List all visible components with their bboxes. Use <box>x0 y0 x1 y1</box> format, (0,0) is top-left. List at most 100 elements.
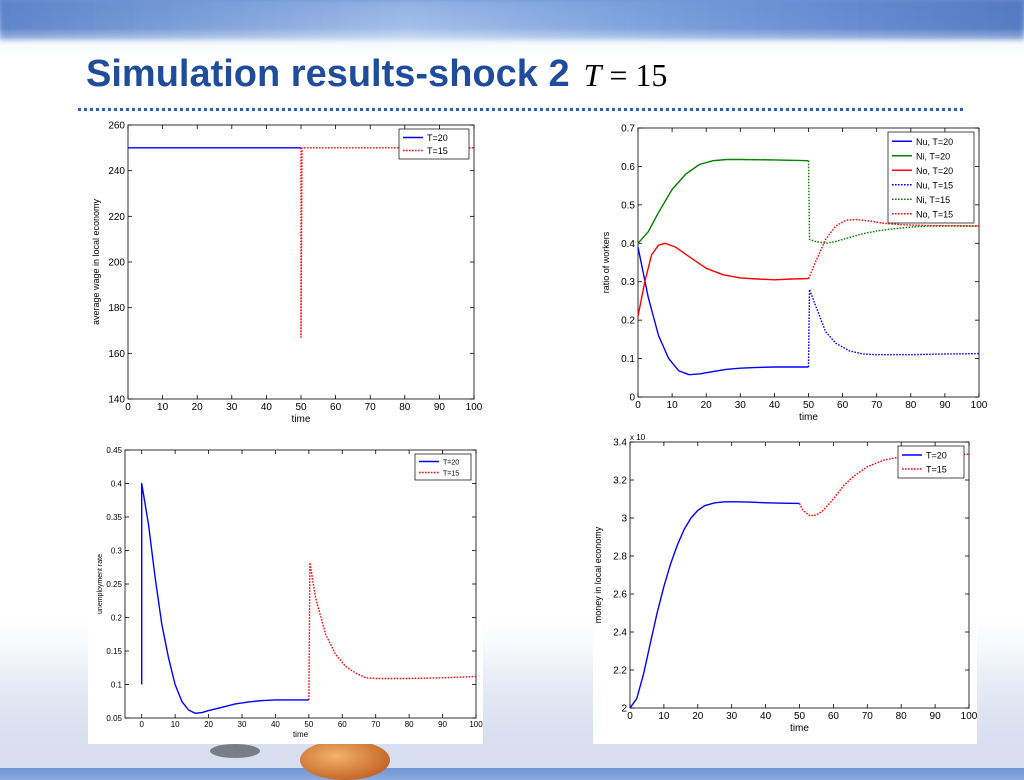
x-tick-label: 0 <box>139 720 144 729</box>
sky-fade <box>0 28 1024 58</box>
x-tick-label: 100 <box>961 711 977 722</box>
x-tick-label: 0 <box>125 402 131 413</box>
legend-entry: Ni, T=15 <box>916 195 950 205</box>
x-tick-label: 20 <box>204 720 213 729</box>
legend-box <box>897 445 965 479</box>
series-line-2 <box>637 158 809 244</box>
plot-frame <box>124 449 477 719</box>
series-line-3 <box>637 242 809 317</box>
series-line-2 <box>300 147 474 338</box>
legend: T=20 T=15 <box>398 128 470 160</box>
y-tick-label: 0.35 <box>106 513 122 522</box>
y-tick-label: 0.3 <box>621 277 635 288</box>
legend-entry: T=20 <box>443 459 459 466</box>
y-tick-label: 140 <box>108 395 125 406</box>
x-tick-label: 70 <box>371 720 380 729</box>
x-tick-label: 50 <box>295 402 307 413</box>
chart-worker-ratios: 0 10 20 30 40 50 60 70 80 90 100 0 0.1 0.2 0.3 0.4 0.5 0.… <box>595 118 990 430</box>
legend-box <box>414 453 472 481</box>
y-tick-label: 2.8 <box>613 552 627 563</box>
x-tick-label: 20 <box>192 402 204 413</box>
title-divider <box>78 108 963 111</box>
legend-entry: Ni, T=20 <box>916 151 950 161</box>
chart-unemployment-rate: 0 10 20 30 40 50 60 70 80 90 100 0.05 0.1 0.15 0.2 0.25… <box>88 440 483 744</box>
x-tick-label: 30 <box>735 400 747 411</box>
series-line-1 <box>629 501 800 709</box>
y-tick-label: 2.6 <box>613 590 627 601</box>
y-tick-label: 0.2 <box>111 613 123 622</box>
y-tick-label: 0 <box>629 393 635 404</box>
series-line-4 <box>807 288 980 368</box>
y-tick-label: 0.5 <box>621 200 635 211</box>
chart-worker-ratios-svg: 0 10 20 30 40 50 60 70 80 90 100 0 0.1 0.2 0.3 0.4 0.5 0.… <box>601 124 988 424</box>
y-tick-label: 220 <box>108 212 125 223</box>
x-tick-label: 90 <box>930 711 942 722</box>
x-tick-label: 50 <box>794 711 806 722</box>
x-tick-label: 100 <box>466 402 483 413</box>
y-tick-label: 0.3 <box>111 546 123 555</box>
x-tick-label: 80 <box>896 711 908 722</box>
formula-value: = 15 <box>601 57 668 93</box>
x-tick-label: 40 <box>271 720 280 729</box>
chart-money-svg: 0 10 20 30 40 50 60 70 80 90 100 2 2.2 2.4 2.6 2.8 3 3.2 3… <box>593 433 977 734</box>
y-tick-label: 0.6 <box>621 162 635 173</box>
legend: T=20 T=15 <box>414 453 472 481</box>
y-axis-label: unemployment rate <box>97 554 104 614</box>
y-tick-label: 0.1 <box>621 354 635 365</box>
y-tick-label: 240 <box>108 166 125 177</box>
x-tick-label: 10 <box>658 711 670 722</box>
x-tick-label: 40 <box>261 402 273 413</box>
legend: T=20 T=15 <box>897 445 965 479</box>
y-tick-label: 3 <box>621 514 627 525</box>
plot-frame <box>629 441 970 709</box>
y-tick-label: 260 <box>108 121 125 132</box>
y-axis-label: money in local economy <box>593 526 603 623</box>
series-line-2 <box>798 453 970 517</box>
series-line-2 <box>308 561 477 700</box>
legend-entry: Nu, T=15 <box>916 180 953 190</box>
legend-entry: T=15 <box>443 470 459 477</box>
y-tick-label: 0.45 <box>106 446 122 455</box>
y-tick-label: 0.4 <box>111 479 123 488</box>
legend-entry: No, T=20 <box>916 166 953 176</box>
x-tick-label: 60 <box>338 720 347 729</box>
x-tick-label: 70 <box>862 711 874 722</box>
x-tick-label: 40 <box>769 400 781 411</box>
legend: Nu, T=20 Ni, T=20 No, T=20 Nu, T=15 Ni, T=15… <box>887 131 975 224</box>
x-tick-label: 70 <box>871 400 883 411</box>
x-tick-label: 50 <box>803 400 815 411</box>
x-tick-label: 80 <box>905 400 917 411</box>
x-tick-label: 90 <box>939 400 951 411</box>
legend-entry: T=15 <box>926 465 947 475</box>
y-tick-label: 3.4 <box>613 438 627 449</box>
x-axis-label: time <box>293 730 309 739</box>
y-tick-label: 2.2 <box>613 666 627 677</box>
x-tick-label: 100 <box>971 400 988 411</box>
y-tick-label: 160 <box>108 349 125 360</box>
x-tick-label: 30 <box>238 720 247 729</box>
legend-entry: T=15 <box>427 146 448 156</box>
x-tick-label: 100 <box>469 720 483 729</box>
legend-entry: No, T=15 <box>916 209 953 219</box>
x-tick-label: 20 <box>701 400 713 411</box>
legend-box <box>398 128 470 160</box>
chart-average-wage-svg: 0 10 20 30 40 50 60 70 80 90 100 140 160 180 200 220 240… <box>91 121 483 426</box>
slide-title-text: Simulation results-shock 2 <box>86 53 570 95</box>
y-tick-label: 0.4 <box>621 239 635 250</box>
x-tick-label: 0 <box>627 711 633 722</box>
x-tick-label: 20 <box>692 711 704 722</box>
x-tick-label: 10 <box>171 720 180 729</box>
y-tick-label: 3.2 <box>613 476 627 487</box>
x-tick-label: 90 <box>438 720 447 729</box>
x-axis-label: time <box>790 723 809 734</box>
x-tick-label: 80 <box>399 402 411 413</box>
series-line-6 <box>807 218 980 279</box>
x-tick-label: 0 <box>635 400 641 411</box>
x-tick-label: 70 <box>365 402 377 413</box>
formula-variable: T <box>583 57 602 93</box>
decorative-shell-image <box>300 740 390 780</box>
x-tick-label: 30 <box>226 402 238 413</box>
y-tick-label: 0.7 <box>621 124 635 135</box>
series-line-1 <box>637 246 809 376</box>
chart-unemployment-rate-svg: 0 10 20 30 40 50 60 70 80 90 100 0.05 0.1 0.15 0.2 0.25… <box>97 446 483 739</box>
